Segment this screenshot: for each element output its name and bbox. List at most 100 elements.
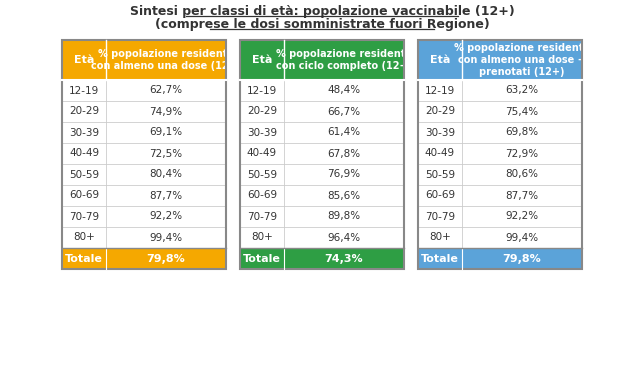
Text: 50-59: 50-59 [247,169,277,180]
Bar [240,122,404,143]
Text: 76,9%: 76,9% [327,169,361,180]
Text: % popolazione residente
con almeno una dose (12+): % popolazione residente con almeno una d… [91,49,241,71]
Bar [418,40,462,80]
Text: 69,1%: 69,1% [149,127,182,138]
Bar [62,101,226,122]
Text: % popolazione residente
con ciclo completo (12+): % popolazione residente con ciclo comple… [276,49,412,71]
Text: 79,8%: 79,8% [147,254,185,263]
Bar [62,40,226,269]
Bar [418,101,582,122]
Text: 92,2%: 92,2% [506,212,538,222]
Text: 20-29: 20-29 [69,107,99,116]
Bar [462,40,582,80]
Bar [284,40,404,80]
Text: 70-79: 70-79 [425,212,455,222]
Bar [62,248,106,269]
Text: % popolazione residente
con almeno una dose +
prenotati (12+): % popolazione residente con almeno una d… [454,43,590,77]
Text: 70-79: 70-79 [247,212,277,222]
Text: (comprese le dosi somministrate fuori Regione): (comprese le dosi somministrate fuori Re… [155,18,489,31]
Bar [240,143,404,164]
Text: 80,4%: 80,4% [149,169,182,180]
Bar [240,40,404,269]
Text: 60-69: 60-69 [425,191,455,200]
Bar [240,248,284,269]
Text: 12-19: 12-19 [425,85,455,96]
Bar [240,80,404,101]
Bar [418,122,582,143]
Text: 79,8%: 79,8% [502,254,542,263]
Text: 80,6%: 80,6% [506,169,538,180]
Bar [62,227,226,248]
Text: 87,7%: 87,7% [149,191,182,200]
Bar [418,80,582,101]
Bar [418,248,462,269]
Text: 20-29: 20-29 [247,107,277,116]
Bar [240,185,404,206]
Bar [240,101,404,122]
Text: 72,5%: 72,5% [149,149,182,158]
Bar [240,206,404,227]
Text: Totale: Totale [421,254,459,263]
Bar [418,185,582,206]
Text: 99,4%: 99,4% [506,232,538,243]
Bar [284,248,404,269]
Text: 60-69: 60-69 [69,191,99,200]
Text: 60-69: 60-69 [247,191,277,200]
Text: Età: Età [252,55,272,65]
Text: 92,2%: 92,2% [149,212,182,222]
Bar [418,206,582,227]
Bar [62,40,106,80]
Bar [240,227,404,248]
Text: 96,4%: 96,4% [327,232,361,243]
Text: 80+: 80+ [251,232,273,243]
Text: 75,4%: 75,4% [506,107,538,116]
Bar [62,143,226,164]
Text: Età: Età [430,55,450,65]
Text: Totale: Totale [243,254,281,263]
Text: 99,4%: 99,4% [149,232,182,243]
Bar [418,143,582,164]
Text: 69,8%: 69,8% [506,127,538,138]
Text: 87,7%: 87,7% [506,191,538,200]
Bar [418,227,582,248]
Bar [240,164,404,185]
Text: 30-39: 30-39 [425,127,455,138]
Text: 74,3%: 74,3% [325,254,363,263]
Text: 74,9%: 74,9% [149,107,182,116]
Text: 40-49: 40-49 [69,149,99,158]
Bar [62,122,226,143]
Text: 50-59: 50-59 [425,169,455,180]
Text: 40-49: 40-49 [247,149,277,158]
Text: 70-79: 70-79 [69,212,99,222]
Text: 61,4%: 61,4% [327,127,361,138]
Text: 85,6%: 85,6% [327,191,361,200]
Text: Sintesi per classi di età: popolazione vaccinabile (12+): Sintesi per classi di età: popolazione v… [129,5,515,18]
Text: 12-19: 12-19 [69,85,99,96]
Text: 72,9%: 72,9% [506,149,538,158]
Bar [418,40,582,269]
Bar [240,40,284,80]
Bar [418,164,582,185]
Bar [62,80,226,101]
Text: 30-39: 30-39 [69,127,99,138]
Text: 20-29: 20-29 [425,107,455,116]
Text: 50-59: 50-59 [69,169,99,180]
Text: 62,7%: 62,7% [149,85,182,96]
Text: Età: Età [74,55,94,65]
Bar [462,248,582,269]
Bar [106,248,226,269]
Bar [106,40,226,80]
Text: Totale: Totale [65,254,103,263]
Text: 48,4%: 48,4% [327,85,361,96]
Bar [62,164,226,185]
Text: 67,8%: 67,8% [327,149,361,158]
Text: 12-19: 12-19 [247,85,277,96]
Text: 89,8%: 89,8% [327,212,361,222]
Text: 80+: 80+ [429,232,451,243]
Text: 63,2%: 63,2% [506,85,538,96]
Text: 30-39: 30-39 [247,127,277,138]
Bar [62,206,226,227]
Text: 66,7%: 66,7% [327,107,361,116]
Bar [62,185,226,206]
Text: 40-49: 40-49 [425,149,455,158]
